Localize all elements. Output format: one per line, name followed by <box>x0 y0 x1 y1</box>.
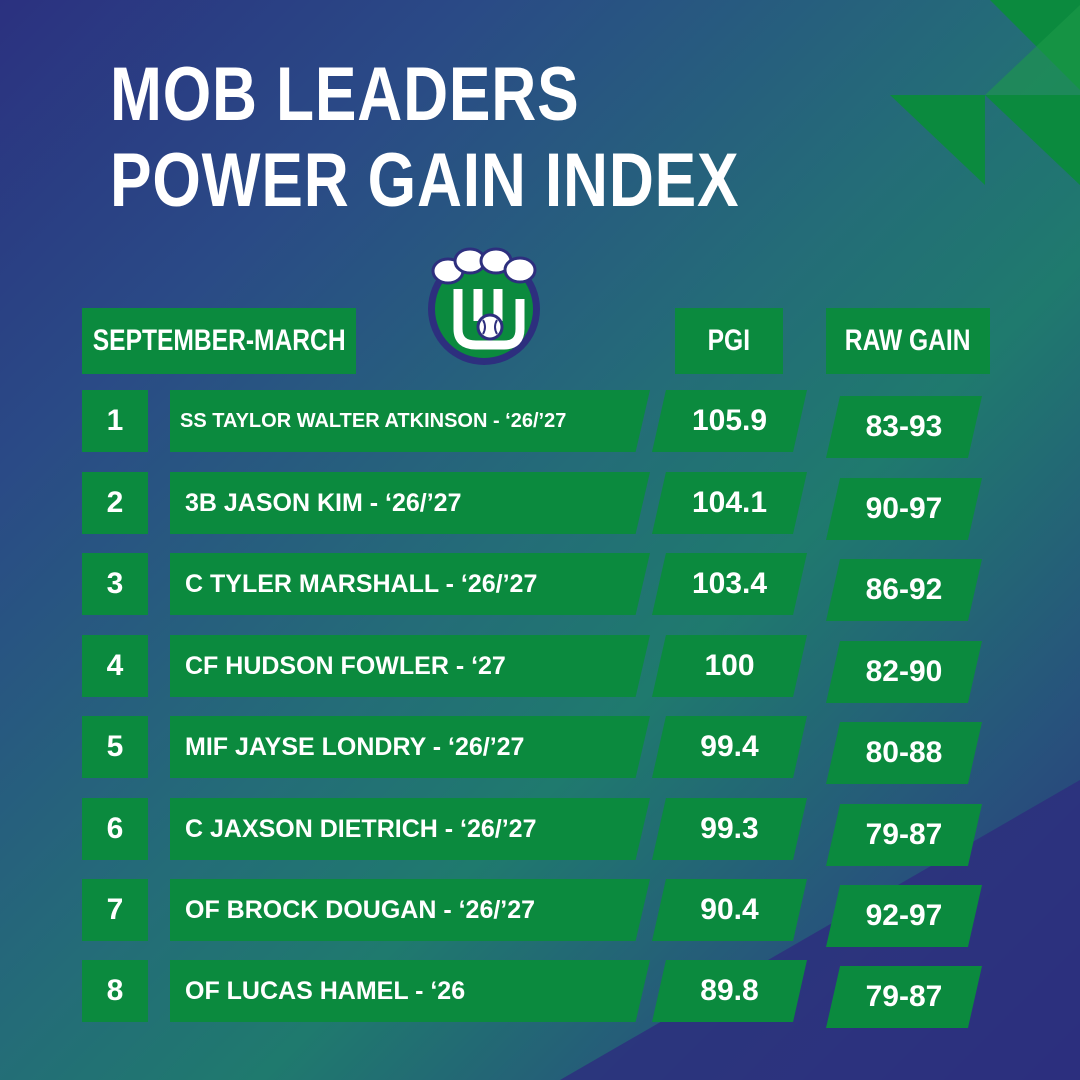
pgi-cell: 100 <box>652 635 807 697</box>
player-cell: 3B JASON KIM - ‘26/’27 <box>170 472 650 534</box>
table-row: 8 OF LUCAS HAMEL - ‘26 89.8 79-87 <box>0 960 1080 1028</box>
player-cell: SS TAYLOR WALTER ATKINSON - ‘26/’27 <box>170 390 650 452</box>
pgi-cell: 89.8 <box>652 960 807 1022</box>
pgi-cell: 104.1 <box>652 472 807 534</box>
corner-triangles-decoration <box>890 0 1080 185</box>
raw-gain-cell: 86-92 <box>826 559 982 621</box>
pgi-header: PGI <box>675 308 783 374</box>
rank-cell: 6 <box>82 798 148 860</box>
raw-gain-cell: 79-87 <box>826 966 982 1028</box>
rank-cell: 5 <box>82 716 148 778</box>
title-line-2: POWER GAIN INDEX <box>110 138 740 223</box>
raw-gain-cell: 92-97 <box>826 885 982 947</box>
pgi-cell: 99.4 <box>652 716 807 778</box>
table-row: 4 CF HUDSON FOWLER - ‘27 100 82-90 <box>0 635 1080 703</box>
player-cell: MIF JAYSE LONDRY - ‘26/’27 <box>170 716 650 778</box>
raw-gain-cell: 83-93 <box>826 396 982 458</box>
player-cell: CF HUDSON FOWLER - ‘27 <box>170 635 650 697</box>
raw-gain-cell: 82-90 <box>826 641 982 703</box>
rank-cell: 3 <box>82 553 148 615</box>
pgi-cell: 103.4 <box>652 553 807 615</box>
raw-gain-cell: 80-88 <box>826 722 982 784</box>
raw-gain-cell: 79-87 <box>826 804 982 866</box>
rank-cell: 4 <box>82 635 148 697</box>
page-title: MOB LEADERS POWER GAIN INDEX <box>110 52 739 224</box>
table-row: 2 3B JASON KIM - ‘26/’27 104.1 90-97 <box>0 472 1080 540</box>
baseball-glove-logo-icon <box>428 247 540 365</box>
table-row: 5 MIF JAYSE LONDRY - ‘26/’27 99.4 80-88 <box>0 716 1080 784</box>
player-cell: OF BROCK DOUGAN - ‘26/’27 <box>170 879 650 941</box>
rank-cell: 7 <box>82 879 148 941</box>
player-cell: OF LUCAS HAMEL - ‘26 <box>170 960 650 1022</box>
pgi-cell: 90.4 <box>652 879 807 941</box>
pgi-cell: 99.3 <box>652 798 807 860</box>
table-row: 7 OF BROCK DOUGAN - ‘26/’27 90.4 92-97 <box>0 879 1080 947</box>
table-row: 1 SS TAYLOR WALTER ATKINSON - ‘26/’27 10… <box>0 390 1080 458</box>
period-header: SEPTEMBER-MARCH <box>82 308 356 374</box>
player-cell: C JAXSON DIETRICH - ‘26/’27 <box>170 798 650 860</box>
raw-gain-cell: 90-97 <box>826 478 982 540</box>
table-row: 3 C TYLER MARSHALL - ‘26/’27 103.4 86-92 <box>0 553 1080 621</box>
rank-cell: 1 <box>82 390 148 452</box>
title-line-1: MOB LEADERS <box>110 52 580 137</box>
raw-gain-header: RAW GAIN <box>826 308 990 374</box>
pgi-cell: 105.9 <box>652 390 807 452</box>
rank-cell: 8 <box>82 960 148 1022</box>
rank-cell: 2 <box>82 472 148 534</box>
player-cell: C TYLER MARSHALL - ‘26/’27 <box>170 553 650 615</box>
table-row: 6 C JAXSON DIETRICH - ‘26/’27 99.3 79-87 <box>0 798 1080 866</box>
